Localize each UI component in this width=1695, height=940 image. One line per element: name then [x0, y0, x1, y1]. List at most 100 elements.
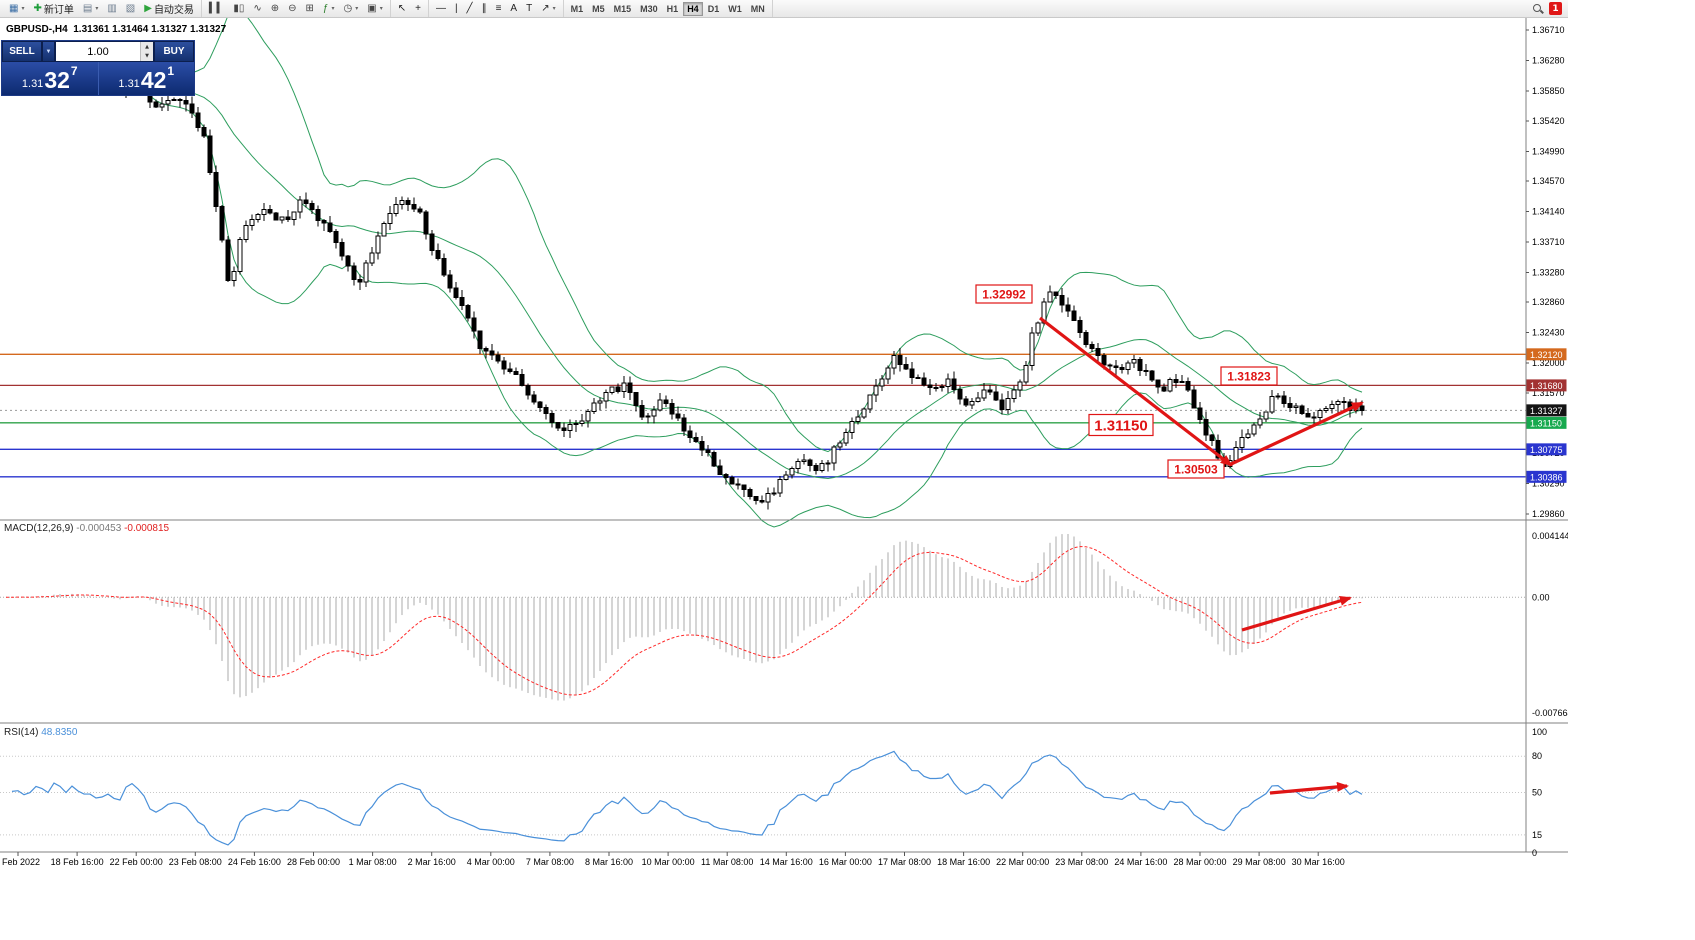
chart-profiles-button[interactable]: ▤ ▾	[79, 1, 102, 16]
timeframe-h4-button[interactable]: H4	[683, 1, 703, 16]
crosshair-button[interactable]: +	[411, 1, 425, 16]
crosshair-icon: +	[415, 2, 421, 14]
svg-text:28 Feb 00:00: 28 Feb 00:00	[287, 857, 340, 867]
timeframe-m15-button[interactable]: M15	[610, 2, 636, 16]
svg-text:15: 15	[1532, 830, 1542, 840]
svg-text:1.31680: 1.31680	[1530, 381, 1563, 391]
buy-button[interactable]: BUY	[154, 41, 194, 62]
dropdown-arrow-icon: ▾	[379, 6, 383, 12]
buy-price-sup: 1	[167, 64, 175, 78]
indicators-button[interactable]: ƒ ▾	[319, 1, 339, 16]
label-icon: T	[526, 2, 533, 14]
timeframe-w1-button[interactable]: W1	[724, 2, 746, 16]
buy-price-button[interactable]: 1.31 42 1	[99, 62, 195, 95]
svg-text:8 Mar 16:00: 8 Mar 16:00	[585, 857, 633, 867]
search-icon[interactable]	[1532, 3, 1544, 15]
notification-badge[interactable]: 1	[1549, 2, 1562, 15]
svg-text:1.35850: 1.35850	[1532, 86, 1565, 96]
timeframe-h1-button[interactable]: H1	[663, 2, 683, 16]
trend-arrows[interactable]	[1039, 316, 1364, 795]
svg-text:Feb 2022: Feb 2022	[2, 857, 40, 867]
templates-button[interactable]: ▣ ▾	[363, 1, 386, 16]
order-type-dropdown[interactable]: ▼	[42, 41, 55, 62]
shapes-button[interactable]: ↗ ▾	[537, 1, 559, 16]
volume-up-button[interactable]: ▲	[141, 42, 153, 52]
bar-chart-button[interactable]: ▍▍	[205, 1, 228, 16]
bar-chart-icon: ▍▍	[208, 2, 225, 14]
horizontal-line-button[interactable]: —	[432, 1, 450, 16]
timeframe-m1-button[interactable]: M1	[567, 2, 588, 16]
timeframe-m30-button[interactable]: M30	[636, 2, 662, 16]
svg-text:1.34140: 1.34140	[1532, 207, 1565, 217]
svg-text:30 Mar 16:00: 30 Mar 16:00	[1292, 857, 1345, 867]
text-button[interactable]: A	[506, 1, 521, 16]
templates-icon: ▣	[367, 2, 377, 14]
fibonacci-button[interactable]: ≡	[492, 1, 506, 16]
timeframe-mn-button[interactable]: MN	[747, 2, 769, 16]
navigator-icon: ▧	[125, 2, 136, 14]
timeframe-group: M1 M5 M15 M30 H1 H4 D1 W1 MN	[564, 0, 773, 17]
zoom-in-icon: ⊕	[270, 2, 280, 14]
market-watch-button[interactable]: ▥	[103, 1, 120, 16]
horizontal-lines[interactable]	[0, 353, 1526, 478]
svg-text:50: 50	[1532, 788, 1542, 798]
vertical-line-button[interactable]: |	[451, 1, 462, 16]
price-annotations[interactable]: 1.32992 1.31823 1.31150 1.30503	[975, 284, 1278, 479]
svg-text:1.33280: 1.33280	[1532, 267, 1565, 277]
svg-text:1.31823: 1.31823	[1227, 369, 1271, 383]
autotrading-button-label: 自动交易	[153, 5, 194, 16]
svg-text:1.31327: 1.31327	[1530, 406, 1563, 416]
chart-type-group: ▍▍ ▮▯ ∿ ⊕ ⊖ ⊞ ƒ ▾ ◷ ▾ ▣ ▾	[202, 0, 391, 17]
trendline-button[interactable]: ╱	[463, 1, 477, 16]
new-order-button[interactable]: ✚ 新订单	[29, 1, 77, 16]
timeframe-m5-button[interactable]: M5	[588, 2, 609, 16]
period-button[interactable]: ◷ ▾	[339, 1, 362, 16]
svg-text:28 Mar 00:00: 28 Mar 00:00	[1173, 857, 1226, 867]
fibonacci-icon: ≡	[495, 2, 502, 14]
trade-panel-divider	[97, 62, 99, 95]
svg-text:1.34990: 1.34990	[1532, 147, 1565, 157]
svg-text:100: 100	[1532, 727, 1547, 737]
sell-price-button[interactable]: 1.31 32 7	[2, 62, 98, 95]
cursor-button[interactable]: ↖	[394, 1, 410, 16]
svg-text:1.31150: 1.31150	[1094, 417, 1147, 434]
volume-input[interactable]	[56, 42, 140, 61]
channel-button[interactable]: ∥	[478, 1, 491, 16]
candlestick-chart-button[interactable]: ▮▯	[229, 1, 248, 16]
dropdown-arrow-icon: ▾	[331, 6, 335, 12]
time-axis[interactable]: Feb 2022 18 Feb 16:00 22 Feb 00:00 23 Feb 0…	[2, 852, 1345, 867]
zoom-out-button[interactable]: ⊖	[284, 1, 300, 16]
svg-text:1.35420: 1.35420	[1532, 116, 1565, 126]
svg-text:4 Mar 00:00: 4 Mar 00:00	[467, 857, 515, 867]
text-icon: A	[510, 2, 518, 14]
svg-text:11 Mar 08:00: 11 Mar 08:00	[701, 857, 753, 867]
volume-down-button[interactable]: ▼	[141, 51, 153, 61]
line-chart-icon: ∿	[253, 2, 262, 14]
zoom-in-button[interactable]: ⊕	[267, 1, 283, 16]
toolbar-right: 1	[1529, 0, 1566, 17]
candlestick-chart-icon: ▮▯	[233, 2, 245, 14]
svg-text:-0.007664: -0.007664	[1532, 708, 1568, 718]
price-axis[interactable]: 1.36710 1.36280 1.35850 1.35420 1.34990 1.345…	[0, 18, 1568, 853]
autotrading-button[interactable]: ▶ 自动交易	[140, 1, 198, 16]
chart-canvas[interactable]: 1.36710 1.36280 1.35850 1.35420 1.34990 1.345…	[0, 18, 1568, 875]
vertical-line-icon: |	[454, 2, 458, 14]
price-tags: 1.32120 1.31680 1.31327 1.31150 1.30775 1.303…	[1526, 348, 1567, 483]
line-chart-button[interactable]: ∿	[249, 1, 265, 16]
dropdown-arrow-icon: ▾	[552, 6, 556, 12]
tile-windows-button[interactable]: ⊞	[302, 1, 318, 16]
svg-text:22 Mar 00:00: 22 Mar 00:00	[996, 857, 1049, 867]
svg-text:1.33710: 1.33710	[1532, 237, 1565, 247]
dropdown-arrow-icon: ▾	[21, 6, 25, 12]
channel-icon: ∥	[481, 2, 487, 14]
new-chart-button[interactable]: ▦ ▾	[5, 1, 28, 16]
trade-panel-controls: SELL ▼ ▲ ▼ BUY	[2, 41, 194, 62]
label-button[interactable]: T	[522, 1, 536, 16]
svg-text:29 Mar 08:00: 29 Mar 08:00	[1233, 857, 1286, 867]
cursor-icon: ↖	[397, 2, 407, 14]
timeframe-d1-button[interactable]: D1	[704, 2, 724, 16]
svg-text:1.34570: 1.34570	[1532, 176, 1565, 186]
main-toolbar: ▦ ▾ ✚ 新订单 ▤ ▾ ▥ ▧ ▶ 自动交易 ▍▍ ▮▯ ∿ ⊕ ⊖ ⊞ ƒ ▾ ◷ ▾ ▣ ▾ ↖ + — | ╱ ∥ ≡ A T ↗ ▾…	[0, 0, 1568, 18]
navigator-button[interactable]: ▧	[122, 1, 139, 16]
sell-button[interactable]: SELL	[2, 41, 42, 62]
